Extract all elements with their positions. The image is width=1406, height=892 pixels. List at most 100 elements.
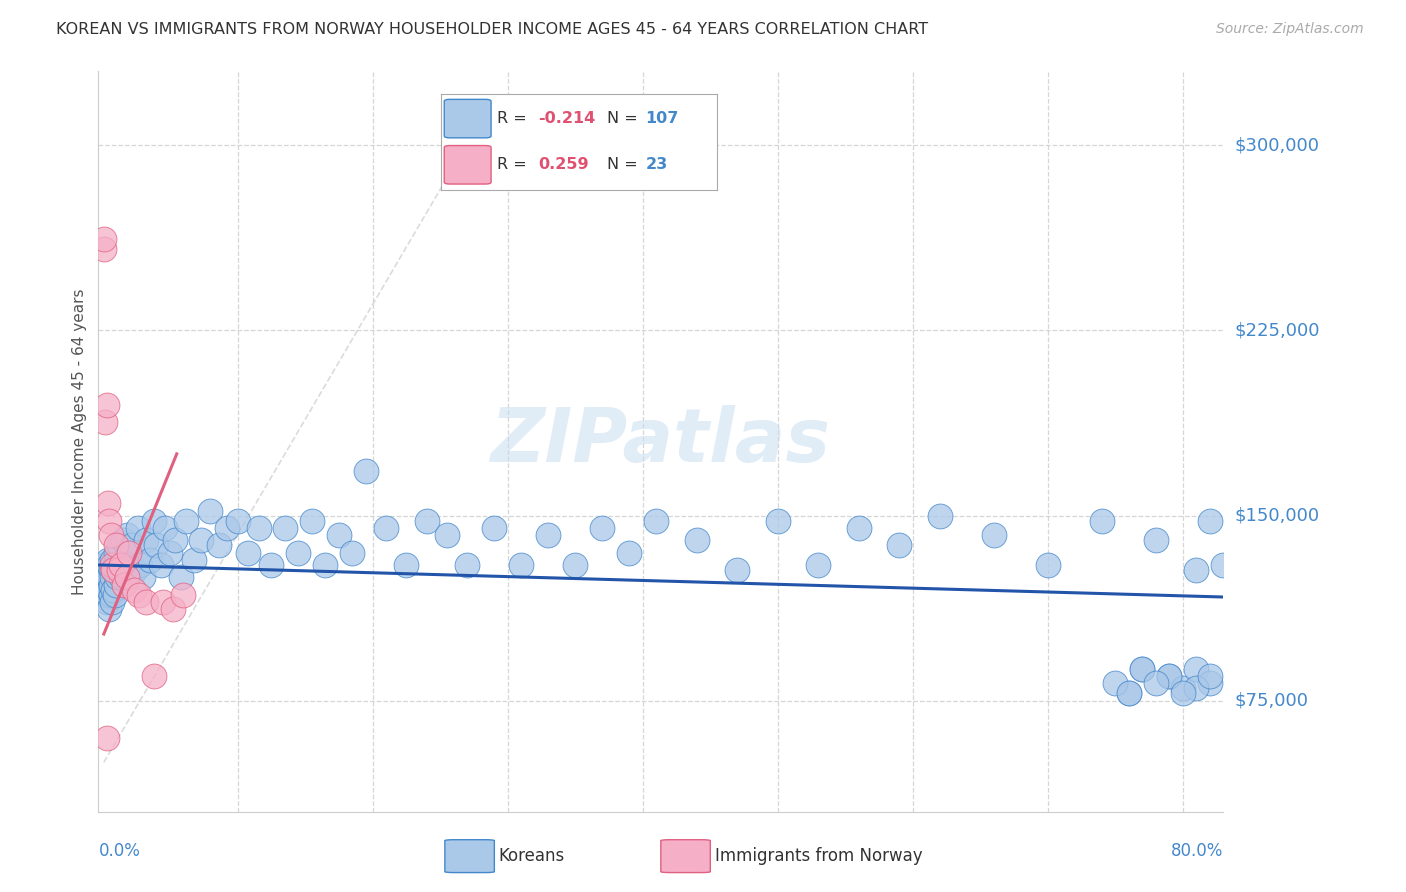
Text: $300,000: $300,000 (1234, 136, 1319, 154)
Point (456, 558, 478, 572)
Point (112, 577, 135, 591)
Point (314, 558, 336, 572)
Point (645, 514, 668, 528)
Point (94, 588, 117, 602)
Point (103, 563, 125, 577)
Point (110, 558, 132, 572)
Point (170, 570, 193, 584)
Point (1185, 681, 1208, 696)
Point (1185, 563, 1208, 577)
Point (1130, 662, 1153, 676)
Point (848, 521, 870, 535)
Text: $75,000: $75,000 (1234, 691, 1309, 710)
Point (415, 514, 437, 528)
Point (145, 538, 167, 552)
Point (107, 563, 129, 577)
Point (1159, 669, 1181, 683)
Point (112, 553, 135, 567)
Point (93, 242, 115, 256)
Text: 80.0%: 80.0% (1171, 842, 1223, 860)
Text: KOREAN VS IMMIGRANTS FROM NORWAY HOUSEHOLDER INCOME AGES 45 - 64 YEARS CORRELATI: KOREAN VS IMMIGRANTS FROM NORWAY HOUSEHO… (56, 22, 928, 37)
Point (135, 533, 157, 548)
Point (103, 582, 125, 597)
Point (118, 545, 141, 560)
Point (287, 545, 309, 560)
Point (132, 570, 155, 584)
Point (104, 588, 127, 602)
Text: $225,000: $225,000 (1234, 321, 1320, 340)
Point (101, 570, 124, 584)
Point (226, 514, 249, 528)
Point (110, 570, 132, 584)
Point (104, 538, 127, 552)
Point (165, 533, 187, 548)
Point (200, 503, 222, 517)
Text: 0.0%: 0.0% (98, 842, 141, 860)
Point (1198, 514, 1220, 528)
Point (135, 595, 157, 609)
Point (97, 570, 120, 584)
Point (159, 545, 181, 560)
Point (98, 570, 121, 584)
Point (97, 496, 120, 510)
Point (115, 570, 138, 584)
Point (127, 521, 149, 535)
Point (100, 528, 122, 542)
Point (1171, 686, 1194, 700)
Point (129, 558, 152, 572)
Point (436, 528, 458, 542)
Point (1198, 676, 1220, 690)
Point (103, 563, 125, 577)
Point (122, 582, 145, 597)
Point (117, 545, 139, 560)
Point (889, 538, 911, 552)
Point (173, 588, 195, 602)
Point (94, 415, 117, 429)
Point (301, 514, 323, 528)
Point (1212, 558, 1234, 572)
Point (983, 528, 1005, 542)
Point (105, 570, 128, 584)
Point (118, 558, 141, 572)
Point (1185, 662, 1208, 676)
Point (111, 533, 134, 548)
Point (807, 558, 830, 572)
Point (121, 538, 143, 552)
Point (107, 538, 129, 552)
Point (101, 558, 124, 572)
Point (101, 553, 124, 567)
Point (100, 563, 122, 577)
Point (142, 514, 165, 528)
Point (98, 558, 121, 572)
Point (98, 514, 121, 528)
Point (482, 521, 505, 535)
Point (183, 553, 205, 567)
Point (1091, 514, 1114, 528)
Point (93, 582, 115, 597)
Point (1198, 669, 1220, 683)
Point (152, 595, 174, 609)
Point (115, 528, 138, 542)
Y-axis label: Householder Income Ages 45 - 64 years: Householder Income Ages 45 - 64 years (72, 288, 87, 595)
Point (766, 514, 789, 528)
Point (104, 545, 127, 560)
Point (685, 533, 707, 548)
Point (142, 669, 165, 683)
Point (375, 521, 398, 535)
Point (149, 558, 172, 572)
Text: Source: ZipAtlas.com: Source: ZipAtlas.com (1216, 22, 1364, 37)
Point (1104, 676, 1126, 690)
Point (153, 521, 176, 535)
Point (97, 588, 120, 602)
Point (104, 558, 127, 572)
Point (247, 521, 270, 535)
Point (1171, 681, 1194, 696)
Point (162, 602, 184, 616)
Point (510, 558, 533, 572)
Point (1118, 686, 1140, 700)
Point (617, 545, 640, 560)
Point (274, 521, 297, 535)
Text: $150,000: $150,000 (1234, 507, 1319, 524)
Point (96, 577, 118, 591)
Point (342, 545, 364, 560)
